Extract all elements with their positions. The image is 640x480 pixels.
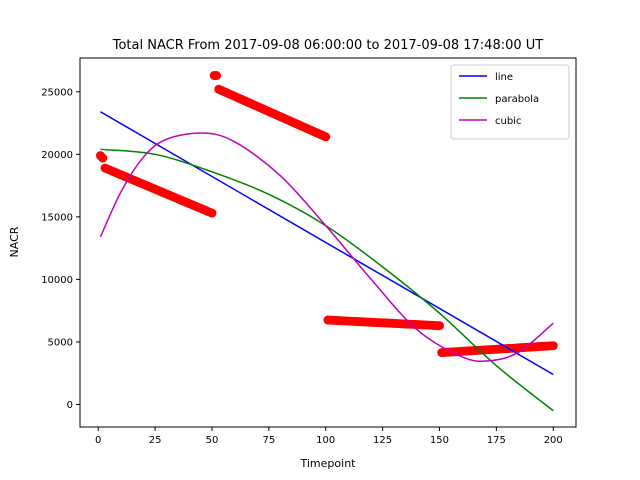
series-parabola-line [100,148,554,412]
x-tick-label: 100 [316,435,335,446]
legend-label-parabola: parabola [495,94,539,105]
plot-frame [79,57,577,428]
x-tick-label: 50 [206,435,219,446]
y-tick-label: 20000 [41,150,73,161]
legend-label-cubic: cubic [495,116,521,127]
data-point [434,321,444,331]
y-axis-label: NACR [8,226,21,257]
y-axis: 0 5000 10000 15000 20000 25000 [41,87,80,411]
legend: line parabola cubic [450,64,570,140]
y-tick-label: 15000 [41,212,73,223]
y-tick-label: 0 [67,400,73,411]
series-line-line [100,111,554,376]
y-tick-label: 5000 [48,337,73,348]
data-point [207,208,217,218]
data-point [548,341,558,351]
x-axis: 0 25 50 75 100 125 150 175 200 [95,427,563,446]
x-tick-label: 175 [487,435,506,446]
y-tick-label: 10000 [41,275,73,286]
x-tick-label: 75 [262,435,275,446]
x-tick-label: 25 [149,435,162,446]
chart-title: Total NACR From 2017-09-08 06:00:00 to 2… [112,38,544,53]
x-axis-label: Timepoint [300,457,357,470]
y-tick-label: 25000 [41,87,73,98]
x-tick-label: 150 [430,435,449,446]
legend-label-line: line [495,72,513,83]
data-point [98,153,108,163]
x-tick-label: 200 [544,435,563,446]
x-tick-label: 125 [373,435,392,446]
x-tick-label: 0 [95,435,101,446]
data-point [212,71,222,81]
data-point [321,132,331,142]
series-cubic-line [99,132,554,363]
plot-area [95,71,558,412]
